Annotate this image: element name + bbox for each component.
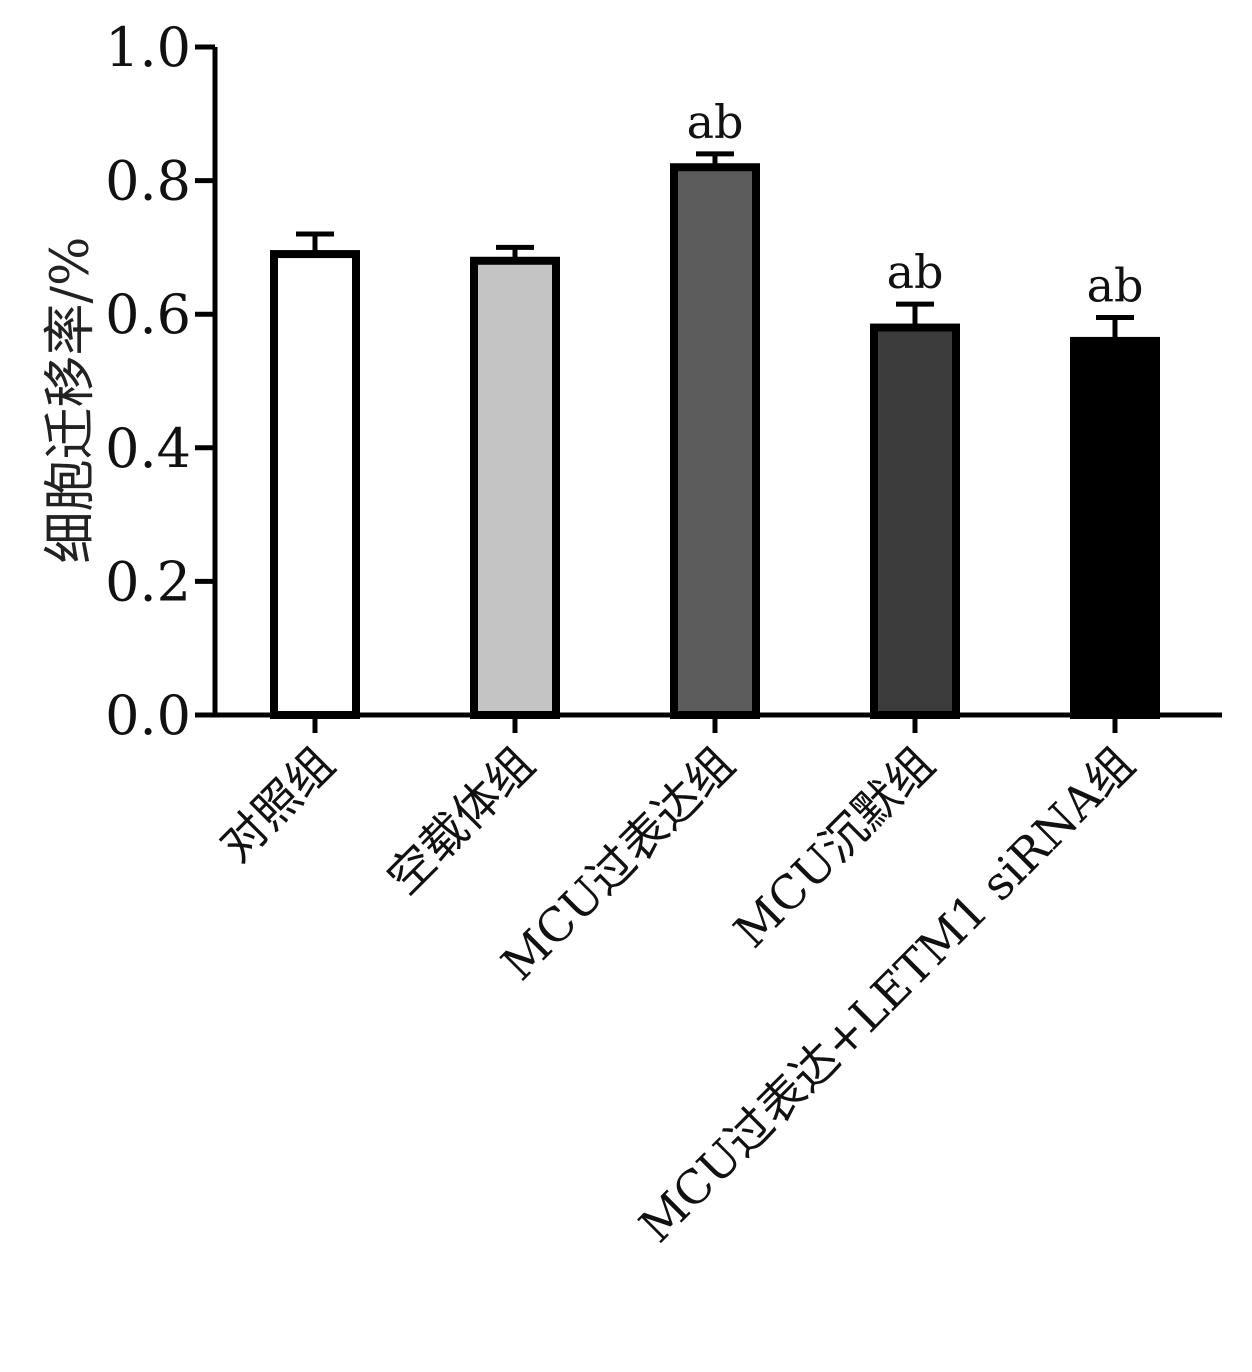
y-tick-label: 0.6 [105, 283, 191, 346]
bar [270, 250, 360, 720]
y-tick-label: 0.0 [105, 684, 191, 747]
significance-label: ab [687, 95, 744, 149]
y-tick-label: 0.8 [105, 150, 191, 213]
y-tick-label: 0.2 [105, 550, 191, 613]
bar [670, 163, 760, 720]
bar [1070, 336, 1160, 719]
x-tick-label: 空载体组 [376, 737, 544, 905]
x-tick-label: MCU沉默组 [723, 737, 944, 958]
bar [470, 256, 560, 719]
significance-label: ab [1087, 259, 1144, 313]
y-tick-label: 1.0 [105, 16, 191, 79]
significance-label: ab [887, 245, 944, 299]
y-tick-label: 0.4 [105, 417, 191, 480]
y-axis-label: 细胞迁移率/% [41, 237, 101, 564]
bar [870, 323, 960, 719]
x-tick-label: 对照组 [209, 737, 345, 873]
